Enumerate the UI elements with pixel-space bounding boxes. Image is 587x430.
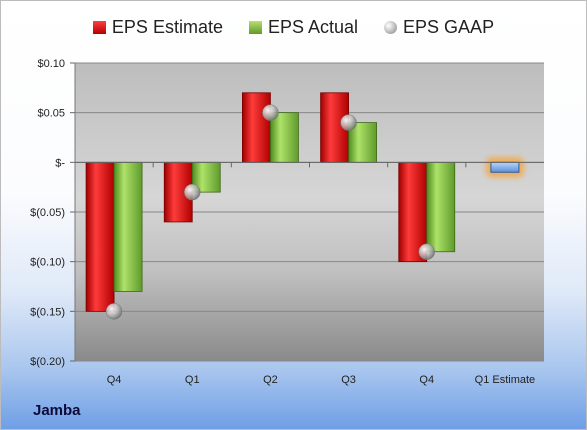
bar-eps-estimate — [490, 161, 520, 173]
x-tick-label: Q4 — [419, 374, 434, 386]
legend-label-gaap: EPS GAAP — [403, 17, 495, 37]
legend-swatch-actual — [248, 21, 262, 34]
marker-eps-gaap — [105, 303, 123, 320]
y-tick-label: $(0.15) — [30, 306, 65, 318]
y-axis: $0.10 $0.05 $- $(0.05) $(0.10) $(0.15) $(0.20) — [30, 58, 76, 368]
legend-item-estimate: EPS Estimate — [92, 17, 223, 38]
legend-label-estimate: EPS Estimate — [111, 17, 223, 37]
bars — [85, 92, 524, 312]
x-axis: Q4 Q1 Q2 Q3 Q4 Q1 Estimate — [75, 161, 544, 386]
marker-eps-gaap — [184, 183, 201, 201]
bar-eps-actual — [426, 161, 456, 253]
legend-label-actual: EPS Actual — [267, 17, 359, 37]
y-tick-label: $(0.05) — [30, 207, 65, 219]
company-name: Jamba — [33, 402, 81, 419]
bar-eps-estimate — [85, 161, 115, 312]
gaap-markers — [105, 104, 435, 320]
x-tick-label: Q4 — [107, 374, 122, 386]
marker-eps-gaap — [418, 243, 435, 260]
legend-swatch-estimate — [92, 21, 106, 34]
x-tick-label: Q3 — [341, 374, 356, 386]
y-tick-label: $- — [55, 157, 65, 169]
bar-eps-actual — [270, 112, 299, 163]
marker-eps-gaap — [262, 104, 279, 121]
x-tick-label: Q1 — [185, 374, 200, 386]
bar-eps-actual — [113, 161, 143, 292]
y-tick-label: $(0.10) — [30, 257, 65, 269]
legend-item-gaap: EPS GAAP — [384, 17, 494, 38]
x-tick-label: Q1 Estimate — [475, 374, 536, 386]
legend-swatch-gaap — [384, 21, 398, 34]
bar-eps-estimate — [242, 92, 271, 163]
y-tick-label: $0.05 — [37, 108, 65, 120]
y-tick-label: $0.10 — [37, 58, 65, 70]
marker-eps-gaap — [340, 114, 357, 131]
legend-item-actual: EPS Actual — [248, 17, 359, 38]
y-tick-label: $(0.20) — [30, 356, 65, 368]
legend: EPS Estimate EPS Actual EPS GAAP — [1, 17, 586, 38]
x-tick-label: Q2 — [263, 374, 278, 386]
